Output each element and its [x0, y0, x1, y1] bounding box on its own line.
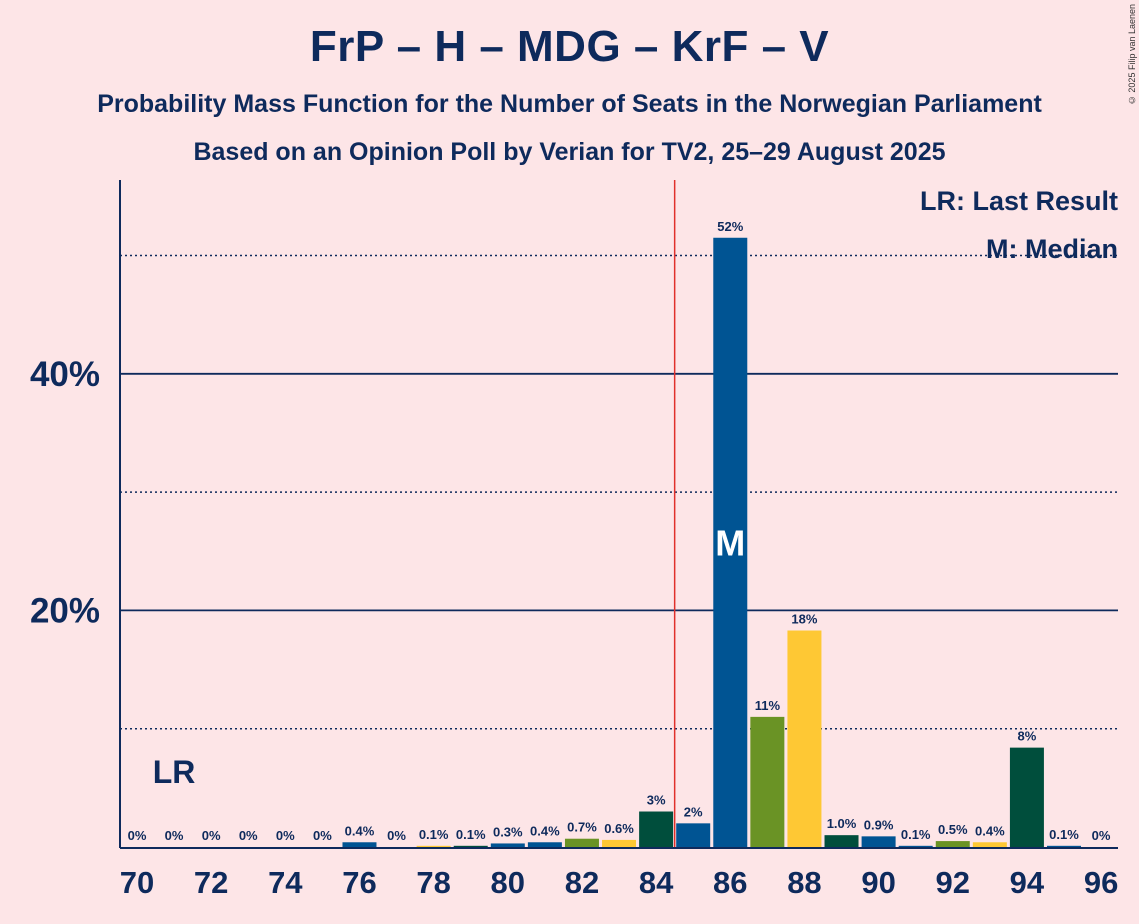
y-tick-label: 40% [30, 355, 100, 394]
bar-label-seat-80: 0.3% [493, 824, 523, 839]
x-tick-label: 76 [342, 865, 376, 900]
bar-label-seat-82: 0.7% [567, 820, 597, 835]
x-tick-label: 82 [565, 865, 599, 900]
bar-label-seat-83: 0.6% [604, 821, 634, 836]
bar-label-seat-95: 0.1% [1049, 827, 1079, 842]
bar-label-seat-76: 0.4% [345, 823, 375, 838]
x-tick-label: 92 [936, 865, 970, 900]
bar-seat-94 [1009, 747, 1044, 847]
legend: LR: Last Result M: Median [920, 186, 1118, 264]
gridlines [120, 254, 1118, 730]
bar-seat-95 [1047, 845, 1081, 847]
bar-seat-84 [639, 811, 674, 847]
y-tick-label: 20% [30, 591, 100, 630]
bar-seat-81 [527, 842, 562, 847]
bar-label-seat-70: 0% [128, 828, 147, 843]
x-tick-label: 84 [639, 865, 674, 900]
bar-label-seat-86: 52% [717, 219, 743, 234]
bar-label-seat-94: 8% [1018, 729, 1037, 744]
bar-label-seat-88: 18% [791, 612, 817, 627]
bar-seat-76 [342, 842, 377, 847]
bar-label-seat-91: 0.1% [901, 827, 931, 842]
bars [342, 237, 1081, 847]
bar-label-seat-73: 0% [239, 828, 258, 843]
bar-seat-88 [787, 630, 822, 847]
bar-seat-87 [750, 716, 785, 847]
bar-label-seat-77: 0% [387, 828, 406, 843]
x-tick-label: 72 [194, 865, 228, 900]
bar-labels: 0% 0% 0% 0% 0% 0% 0.4% 0% 0.1% 0.1% 0.3% 0.4% 0.7% 0.… [128, 219, 1111, 843]
bar-seat-93 [972, 842, 1007, 847]
bar-label-seat-87: 11% [755, 698, 781, 713]
bar-seat-79 [453, 845, 488, 847]
bar-seat-85 [676, 823, 711, 847]
bar-label-seat-71: 0% [165, 828, 184, 843]
bar-label-seat-85: 2% [684, 804, 703, 819]
x-tick-label: 74 [268, 865, 303, 900]
bar-seat-80 [490, 843, 525, 847]
chart-title: FrP – H – MDG – KrF – V [309, 22, 830, 71]
bar-seat-83 [602, 839, 637, 847]
bar-label-seat-84: 3% [647, 793, 666, 808]
last-result-marker: LR [153, 754, 196, 790]
chart-subtitle: Probability Mass Function for the Number… [97, 90, 1042, 118]
bar-label-seat-75: 0% [313, 828, 332, 843]
bar-label-seat-72: 0% [202, 828, 221, 843]
x-tick-label: 90 [861, 865, 895, 900]
bar-label-seat-89: 1.0% [827, 816, 857, 831]
bar-label-seat-74: 0% [276, 828, 295, 843]
bar-label-seat-92: 0.5% [938, 822, 968, 837]
bar-seat-82 [564, 838, 599, 847]
bar-seat-89 [824, 835, 859, 847]
x-tick-label: 86 [713, 865, 747, 900]
x-tick-label: 94 [1010, 865, 1045, 900]
x-tick-label: 78 [416, 865, 450, 900]
bar-label-seat-96: 0% [1092, 828, 1111, 843]
legend-median: M: Median [986, 234, 1118, 264]
bar-label-seat-79: 0.1% [456, 827, 486, 842]
median-marker: M [715, 522, 745, 563]
x-tick-label: 88 [787, 865, 821, 900]
x-tick-label: 96 [1084, 865, 1118, 900]
bar-label-seat-90: 0.9% [864, 817, 894, 832]
bar-label-seat-78: 0.1% [419, 827, 449, 842]
chart-subtitle-poll: Based on an Opinion Poll by Verian for T… [193, 138, 946, 166]
legend-last-result: LR: Last Result [920, 186, 1118, 216]
bar-seat-90 [861, 836, 896, 847]
bar-seat-78 [416, 845, 451, 847]
bar-seat-92 [935, 841, 970, 847]
axes: 20% 40% 70 72 74 76 78 80 82 84 86 88 90 92 94 96 [30, 180, 1118, 900]
x-tick-label: 80 [491, 865, 525, 900]
bar-seat-86 [713, 237, 748, 847]
bar-label-seat-93: 0.4% [975, 823, 1005, 838]
bar-seat-91 [898, 845, 933, 847]
x-tick-label: 70 [120, 865, 154, 900]
bar-label-seat-81: 0.4% [530, 823, 560, 838]
